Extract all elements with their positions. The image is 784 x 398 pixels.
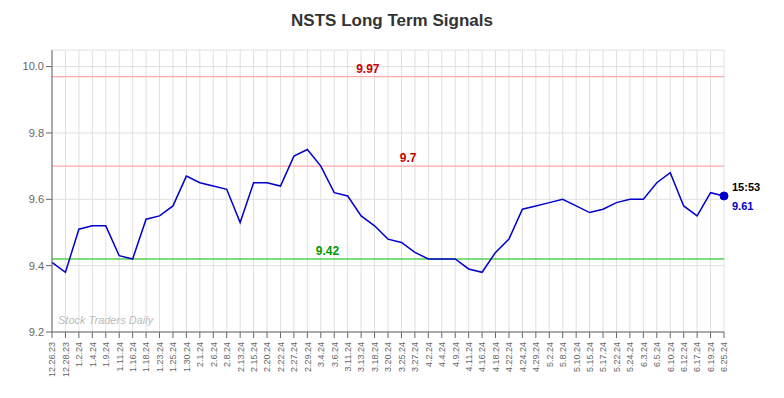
svg-text:2.13.24: 2.13.24 xyxy=(236,342,246,372)
svg-text:2.22.24: 2.22.24 xyxy=(276,342,286,372)
svg-text:5.17.24: 5.17.24 xyxy=(598,342,608,372)
svg-text:3.11.24: 3.11.24 xyxy=(343,342,353,371)
svg-text:15:53: 15:53 xyxy=(732,181,760,193)
svg-text:9.2: 9.2 xyxy=(29,326,44,338)
svg-text:1.4.24: 1.4.24 xyxy=(88,342,98,367)
svg-text:9.4: 9.4 xyxy=(29,260,44,272)
svg-text:6.3.24: 6.3.24 xyxy=(639,342,649,367)
svg-text:5.24.24: 5.24.24 xyxy=(625,342,635,372)
svg-text:2.8.24: 2.8.24 xyxy=(222,342,232,367)
svg-text:1.11.24: 1.11.24 xyxy=(115,342,125,371)
svg-text:5.2.24: 5.2.24 xyxy=(545,342,555,367)
svg-text:3.27.24: 3.27.24 xyxy=(410,342,420,372)
svg-text:1.2.24: 1.2.24 xyxy=(74,342,84,367)
svg-text:4.2.24: 4.2.24 xyxy=(424,342,434,367)
svg-text:4.22.24: 4.22.24 xyxy=(504,342,514,372)
svg-text:9.42: 9.42 xyxy=(316,244,340,258)
html-text:NSTS Long Term Signals: NSTS Long Term Signals xyxy=(291,11,493,30)
svg-text:1.18.24: 1.18.24 xyxy=(141,342,151,372)
svg-text:3.13.24: 3.13.24 xyxy=(357,342,367,372)
svg-text:12.26.23: 12.26.23 xyxy=(47,342,57,377)
svg-text:2.20.24: 2.20.24 xyxy=(262,342,272,372)
svg-text:6.5.24: 6.5.24 xyxy=(652,342,662,367)
svg-text:1.9.24: 1.9.24 xyxy=(101,342,111,367)
svg-text:3.18.24: 3.18.24 xyxy=(370,342,380,372)
svg-text:2.29.24: 2.29.24 xyxy=(303,342,313,372)
svg-text:5.10.24: 5.10.24 xyxy=(572,342,582,372)
svg-text:9.6: 9.6 xyxy=(29,193,44,205)
svg-text:4.16.24: 4.16.24 xyxy=(477,342,487,372)
svg-text:2.27.24: 2.27.24 xyxy=(289,342,299,372)
svg-text:4.29.24: 4.29.24 xyxy=(531,342,541,372)
svg-text:3.20.24: 3.20.24 xyxy=(383,342,393,372)
svg-text:1.25.24: 1.25.24 xyxy=(168,342,178,372)
svg-text:2.1.24: 2.1.24 xyxy=(195,342,205,367)
svg-text:9.61: 9.61 xyxy=(732,200,753,212)
svg-text:4.11.24: 4.11.24 xyxy=(464,342,474,371)
svg-text:1.16.24: 1.16.24 xyxy=(128,342,138,372)
svg-text:5.8.24: 5.8.24 xyxy=(558,342,568,367)
html-text:Stock Traders Daily: Stock Traders Daily xyxy=(58,314,154,326)
svg-text:3.4.24: 3.4.24 xyxy=(316,342,326,367)
svg-text:4.24.24: 4.24.24 xyxy=(518,342,528,372)
svg-text:5.15.24: 5.15.24 xyxy=(585,342,595,372)
svg-text:2.15.24: 2.15.24 xyxy=(249,342,259,372)
svg-text:4.18.24: 4.18.24 xyxy=(491,342,501,372)
svg-text:12.28.23: 12.28.23 xyxy=(61,342,71,377)
svg-text:10.0: 10.0 xyxy=(23,60,44,72)
svg-text:1.23.24: 1.23.24 xyxy=(155,342,165,372)
svg-text:6.12.24: 6.12.24 xyxy=(679,342,689,372)
svg-text:6.19.24: 6.19.24 xyxy=(706,342,716,372)
svg-text:2.6.24: 2.6.24 xyxy=(209,342,219,367)
svg-text:5.22.24: 5.22.24 xyxy=(612,342,622,372)
svg-text:3.6.24: 3.6.24 xyxy=(330,342,340,367)
svg-text:9.8: 9.8 xyxy=(29,127,44,139)
svg-text:6.25.24: 6.25.24 xyxy=(719,342,729,372)
svg-text:1.30.24: 1.30.24 xyxy=(182,342,192,372)
svg-text:9.97: 9.97 xyxy=(356,62,380,76)
svg-text:3.25.24: 3.25.24 xyxy=(397,342,407,372)
svg-text:4.9.24: 4.9.24 xyxy=(451,342,461,367)
svg-text:4.4.24: 4.4.24 xyxy=(437,342,447,367)
svg-text:6.17.24: 6.17.24 xyxy=(693,342,703,372)
svg-text:9.7: 9.7 xyxy=(400,151,417,165)
svg-text:6.10.24: 6.10.24 xyxy=(666,342,676,372)
